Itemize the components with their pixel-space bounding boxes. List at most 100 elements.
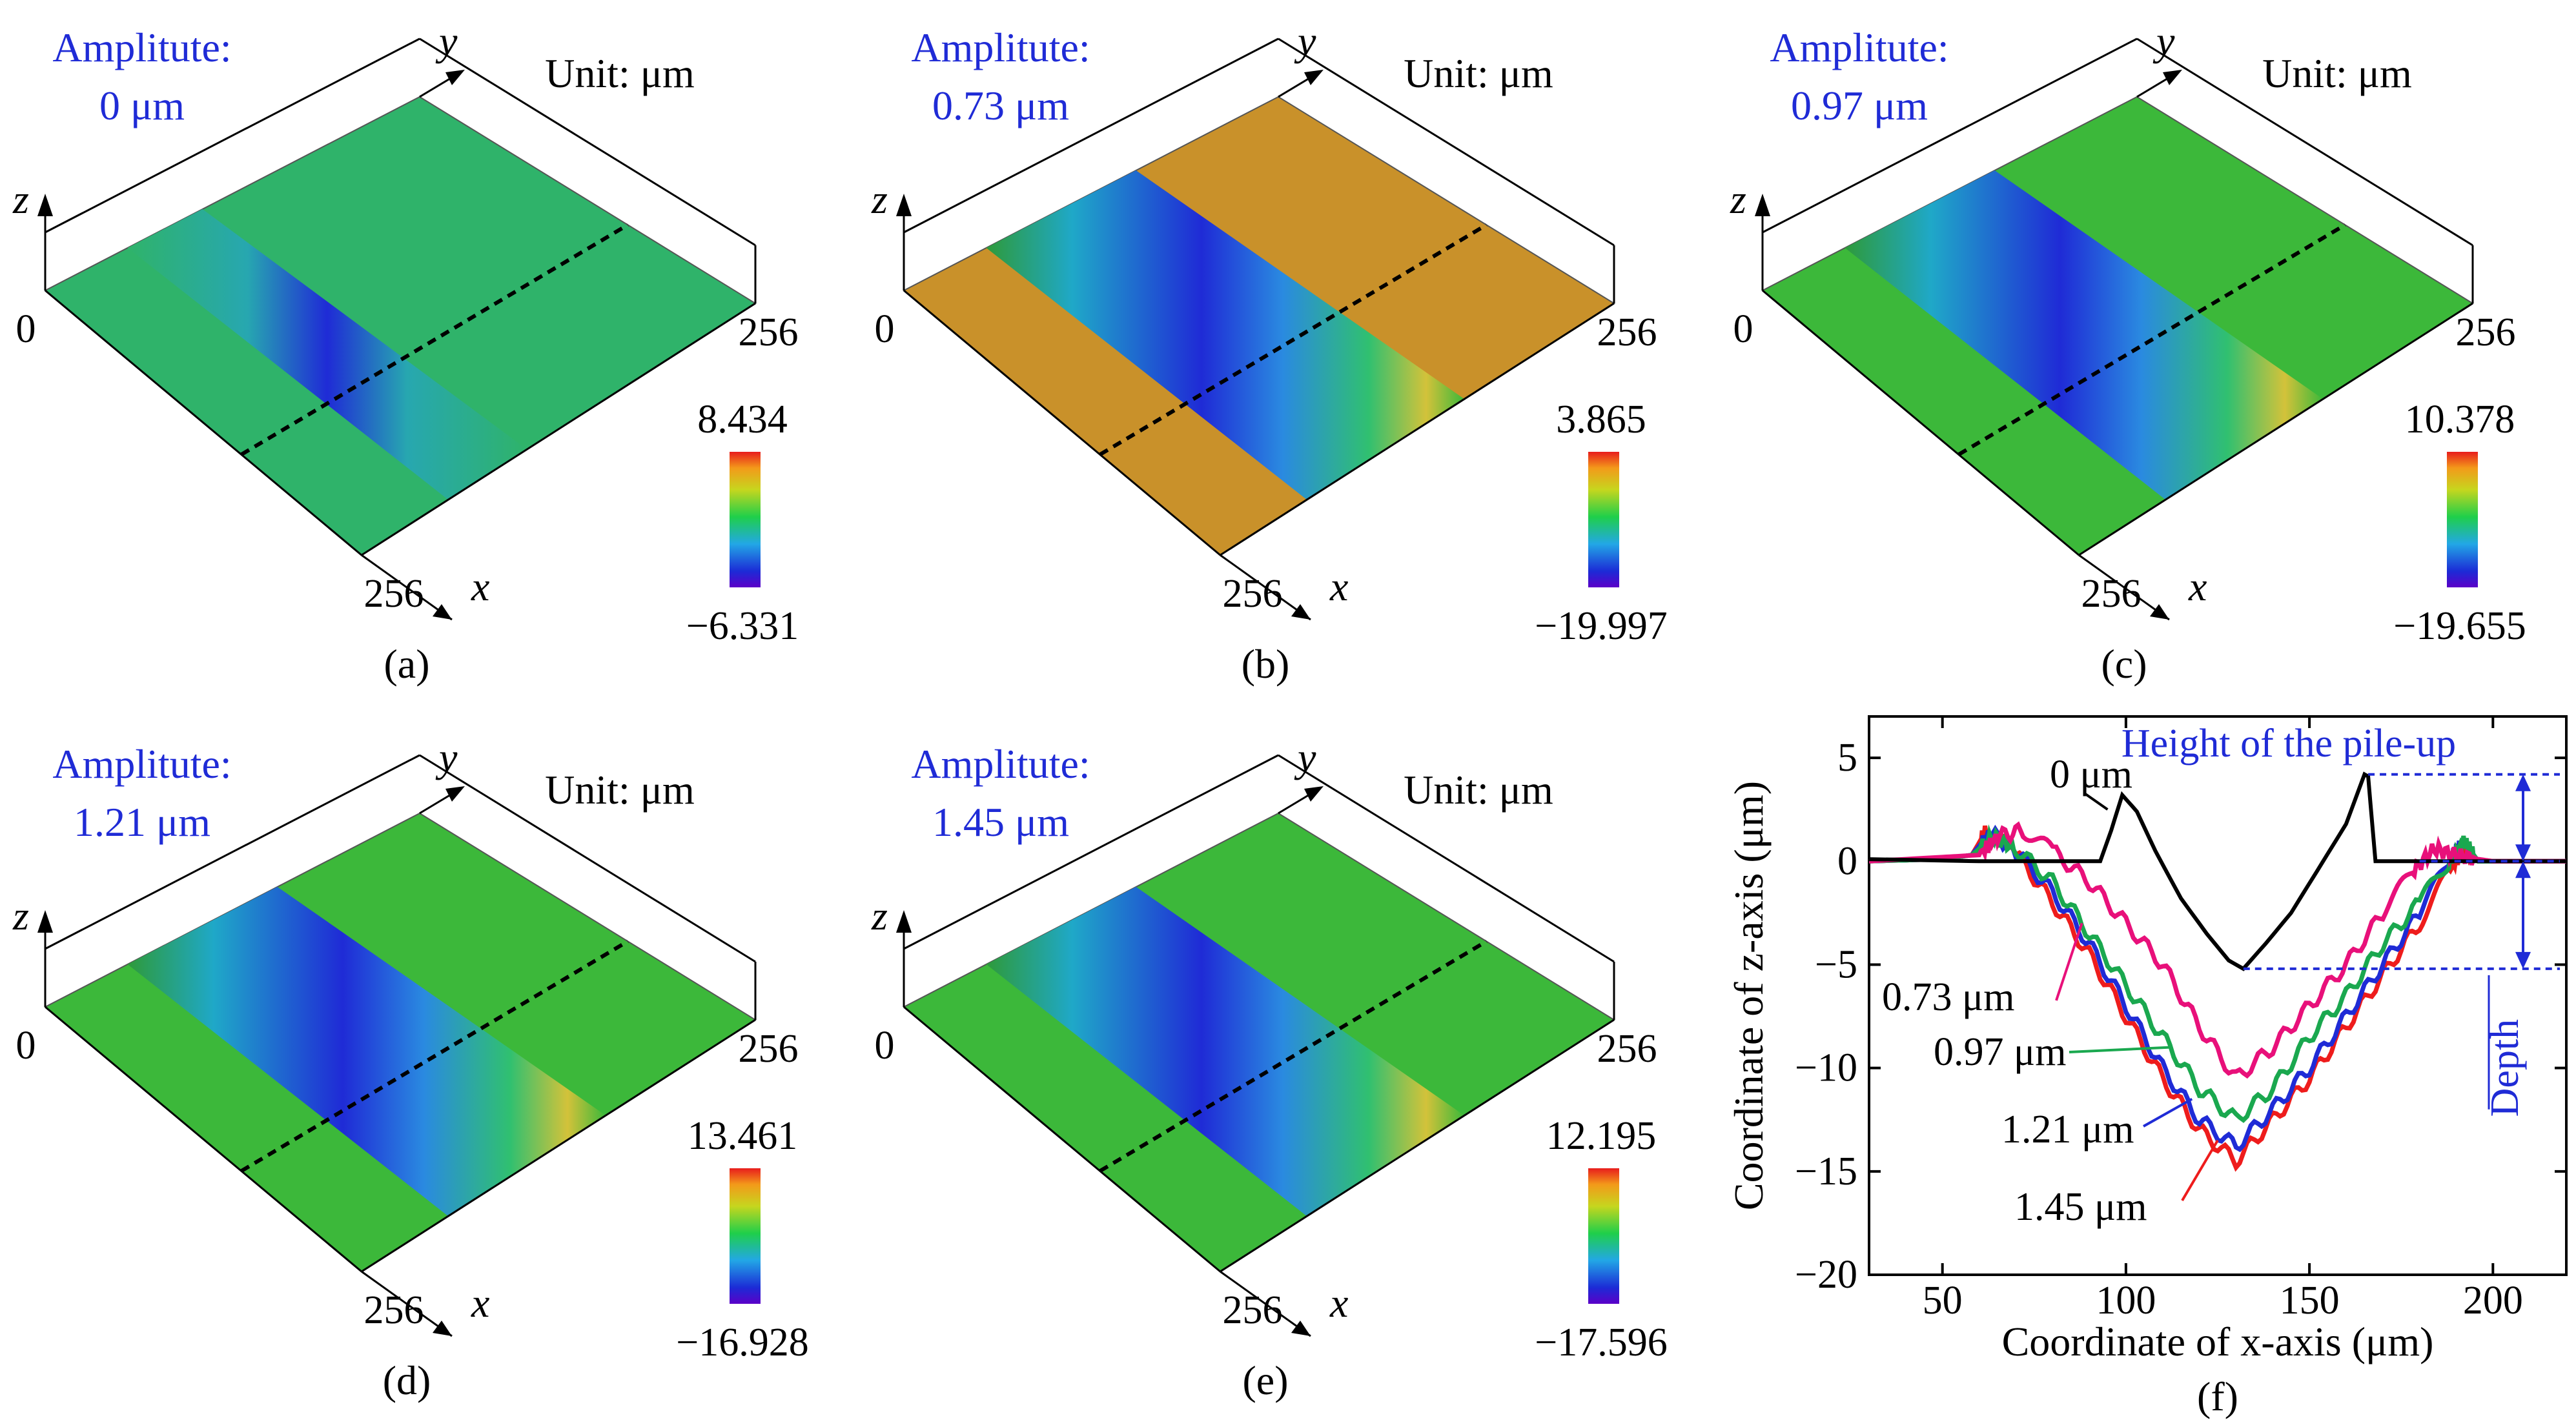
series-label: 0.97 μm [1934,1030,2066,1074]
y-tick-label: 0 [1837,839,1857,883]
y-end-label: 256 [1597,1027,1657,1071]
series-leader [2069,1046,2171,1053]
colorbar-max: 8.434 [697,398,788,441]
x-tick-label: 50 [1923,1279,1963,1323]
x-axis-arrow [1291,1321,1311,1336]
z-axis-arrow [896,194,912,216]
amplitude-label: Amplitute: [52,741,231,787]
plot-frame [1868,715,2568,1276]
unit-label: Unit: μm [1404,767,1553,813]
section-line [1958,223,2346,456]
y-end-label: 256 [1597,310,1657,354]
origin-label: 0 [16,307,36,351]
box-edge [1220,1019,1615,1273]
pileup-label: Height of the pile-up [2121,722,2456,766]
x-tick-label: 100 [2096,1279,2156,1323]
depth-arrowhead [2515,951,2531,969]
z-axis-label: z [12,176,29,222]
series-line-1 [1868,821,2566,1079]
y-axis-label: y [1294,735,1316,780]
section-line [1099,939,1487,1173]
panel-caption: (a) [383,641,429,687]
y-axis-line [1278,76,1311,98]
x-axis-label: x [2188,563,2207,609]
x-axis-label: x [1329,1280,1348,1326]
x-axis-arrow [2150,604,2169,620]
y-tick-label: 5 [1837,736,1857,780]
z-axis-arrow [1755,194,1770,216]
colorbar-min: −16.928 [676,1321,808,1364]
z-axis-arrow [37,194,53,216]
x-axis-arrow [433,1321,452,1336]
colorbar [1588,1168,1619,1304]
box-edge [2078,302,2473,556]
x-end-label: 256 [364,572,424,616]
box-edge [45,754,420,950]
series-line-2 [1868,824,2566,1123]
y-axis-label: y [2152,18,2175,64]
box-edge [361,1019,756,1273]
colorbar [730,1168,761,1304]
x-end-label: 256 [1223,572,1283,616]
box-edge [45,1006,362,1273]
panel-caption: (e) [1242,1357,1288,1403]
z-axis-label: z [1730,176,1746,222]
x-axis-line [1220,554,1311,621]
box-edge [1220,302,1615,556]
section-line [240,223,629,456]
panel-caption: (d) [383,1357,431,1403]
box-edge [419,37,756,247]
x-axis-label: x [1329,563,1348,609]
colorbar-min: −19.655 [2393,604,2526,648]
box-edge [1278,754,1615,963]
groove [127,887,606,1217]
section-line [240,939,629,1173]
groove [127,209,527,500]
y-axis-line [419,793,453,815]
series-label: 0.73 μm [1882,975,2014,1019]
panel-d: Amplitute: 1.21 μm Unit: μm y x z 0 256 256 (d) 13… [12,735,809,1403]
groove [1845,170,2324,500]
x-axis-label: x [471,1280,489,1326]
amplitude-label: Amplitute: [52,25,231,70]
y-axis-line [419,76,453,98]
series-line-0 [1868,771,2566,971]
y-tick-label: −15 [1795,1150,1857,1193]
box-edge [903,754,1279,950]
x-axis-line [361,1270,453,1337]
section-line [1099,223,1487,456]
amplitude-value: 1.21 μm [74,799,210,845]
y-axis-line [2136,76,2170,98]
colorbar-min: −17.596 [1535,1321,1667,1364]
panel-a: Amplitute: 0 μm Unit: μm y x z 0 256 256 (a) 8.434… [12,18,799,687]
depth-arrowhead [2515,861,2531,878]
y-axis-arrow [445,70,465,85]
x-axis-arrow [1291,604,1311,620]
x-axis-line [361,554,453,621]
series-leader [2143,1097,2193,1128]
y-tick-label: −10 [1795,1046,1857,1090]
box-edge [903,1006,1221,1273]
z-axis-arrow [896,910,912,933]
amplitude-value: 0 μm [99,83,185,128]
origin-label: 0 [16,1024,36,1068]
y-end-label: 256 [739,310,799,354]
colorbar [1588,452,1619,587]
series-label: 1.21 μm [2001,1108,2134,1151]
colorbar-max: 10.378 [2405,398,2515,441]
panel-caption: (c) [2101,641,2147,687]
y-tick-label: −20 [1795,1253,1857,1297]
y-axis-arrow [445,786,465,802]
box-edge [903,37,1279,234]
z-axis-label: z [871,893,888,938]
amplitude-value: 0.73 μm [932,83,1069,128]
chart-caption: (f) [2197,1374,2238,1419]
colorbar [730,452,761,587]
box-edge [1278,37,1615,247]
box-edge [2136,37,2473,247]
series-label: 0 μm [2050,753,2132,796]
box-edge [1762,37,2138,234]
pileup-arrowhead [2515,774,2531,791]
